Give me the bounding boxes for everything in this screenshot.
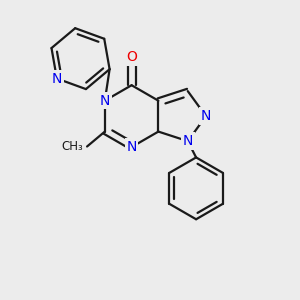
Text: N: N: [126, 140, 137, 154]
Text: CH₃: CH₃: [61, 140, 82, 153]
Text: N: N: [183, 134, 193, 148]
Text: N: N: [201, 109, 211, 123]
Text: N: N: [52, 71, 62, 85]
Text: O: O: [126, 50, 137, 64]
Text: N: N: [100, 94, 110, 108]
